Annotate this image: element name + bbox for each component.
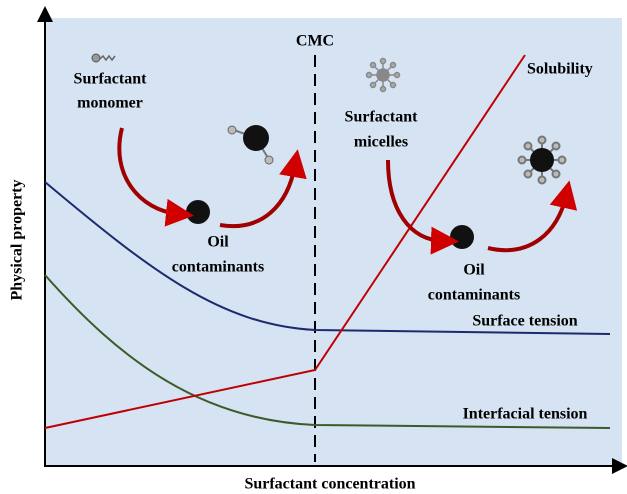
- annotation: micelles: [354, 134, 408, 151]
- annotation: Surfactant: [345, 109, 419, 126]
- micelle-icon: [367, 59, 400, 92]
- cmc-label: CMC: [296, 33, 334, 50]
- annotation: Surfactant: [74, 71, 148, 88]
- oil-micelle-complex: [519, 137, 566, 184]
- x-axis-label: Surfactant concentration: [244, 476, 415, 493]
- annotation: Oil: [207, 234, 229, 251]
- oil-droplet: [186, 200, 210, 224]
- oil-droplet: [450, 225, 474, 249]
- curve-label: Interfacial tension: [463, 406, 588, 423]
- annotation: contaminants: [172, 259, 264, 276]
- annotation: Oil: [463, 262, 485, 279]
- curve-label: Surface tension: [472, 313, 577, 330]
- annotation: monomer: [77, 95, 143, 112]
- annotation: contaminants: [428, 287, 520, 304]
- y-axis-label: Physical property: [9, 179, 26, 300]
- curve-label: Solubility: [527, 61, 593, 78]
- diagram: CMC Solubility Surface tension Interfaci…: [0, 0, 627, 494]
